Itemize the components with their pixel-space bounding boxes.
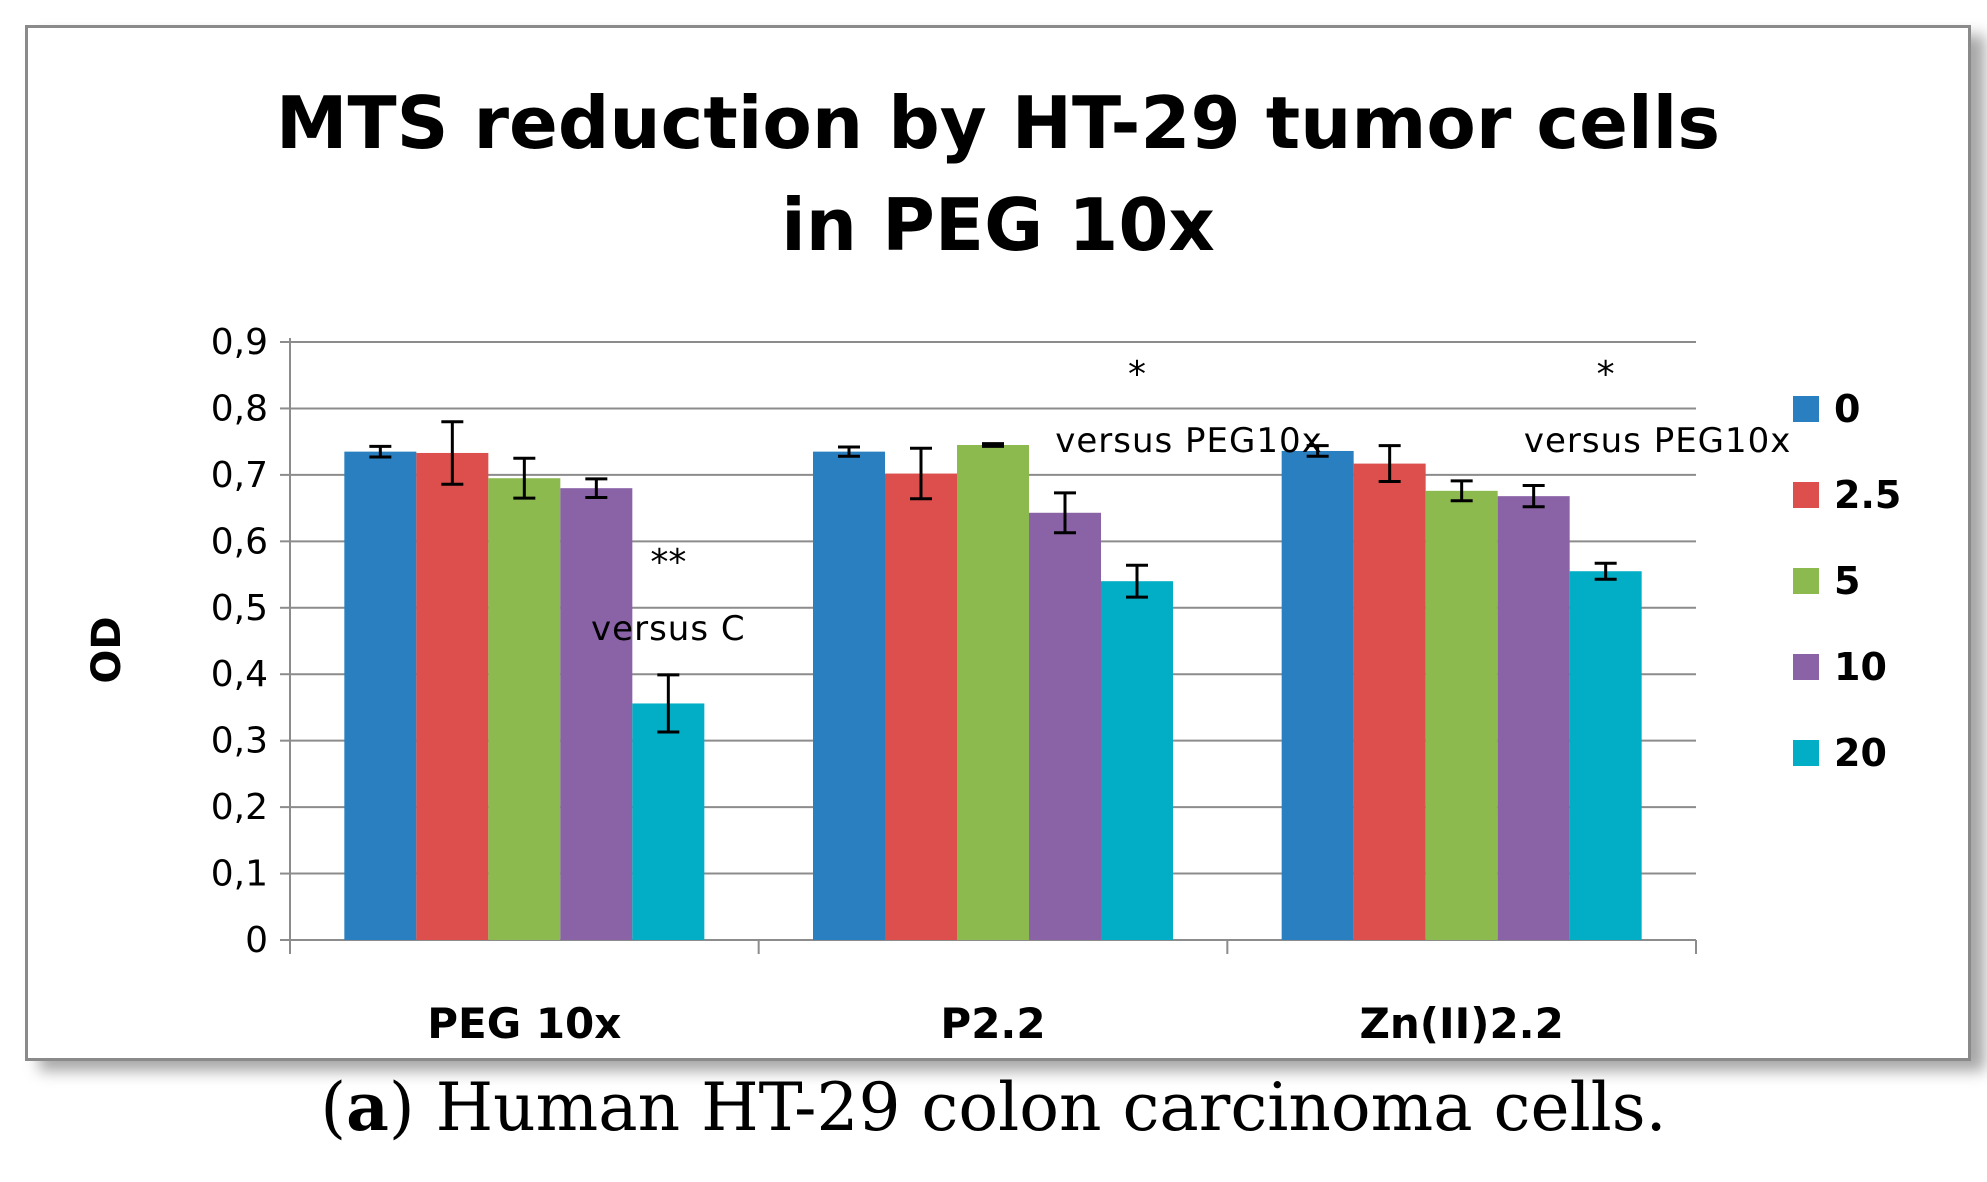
legend: 0 2.5 5 10 20	[1793, 387, 1901, 775]
chart-svg: MTS reduction by HT-29 tumor cells in PE…	[84, 81, 1901, 1048]
legend-label-2.5: 2.5	[1834, 473, 1901, 517]
legend-swatch-5	[1793, 568, 1819, 594]
x-category-label: PEG 10x	[427, 999, 621, 1048]
bars-layer: PEG 10x P2.2 Zn(II)2.2	[344, 420, 1642, 1048]
figure-caption: (a) Human HT-29 colon carcinoma cells.	[320, 1068, 1667, 1146]
y-tick-label: 0,8	[211, 388, 268, 429]
bar-2.5-1	[885, 473, 957, 940]
y-tick-label: 0,4	[211, 654, 268, 695]
annotation-layer: ** versus C * versus PEG10x * versus PEG10x	[591, 354, 1792, 649]
legend-swatch-2.5	[1793, 482, 1819, 508]
y-tick-label: 0	[245, 920, 268, 961]
significance-stars: **	[650, 542, 686, 583]
caption-text: Human HT-29 colon carcinoma cells.	[435, 1069, 1667, 1146]
bar-0-0	[344, 451, 417, 940]
y-tick-label: 0,1	[211, 854, 268, 895]
y-tick-label: 0,2	[211, 787, 268, 828]
bar-5-0	[488, 478, 561, 940]
bar-0-1	[813, 451, 885, 940]
bar-5-2	[1425, 490, 1498, 940]
y-axis-label: OD	[84, 616, 130, 683]
chart-title-line-1: MTS reduction by HT-29 tumor cells	[276, 81, 1720, 165]
y-tick-label: 0,5	[211, 588, 268, 629]
x-category-label: P2.2	[940, 999, 1045, 1048]
x-category-label: Zn(II)2.2	[1359, 999, 1563, 1048]
significance-text: versus C	[591, 609, 746, 649]
bar-10-1	[1029, 512, 1101, 940]
bar-20-1	[1101, 581, 1173, 940]
significance-text: versus PEG10x	[1524, 421, 1792, 461]
bar-10-0	[560, 488, 633, 940]
bar-2.5-0	[416, 452, 489, 940]
caption-label: a	[346, 1068, 389, 1146]
significance-text: versus PEG10x	[1055, 421, 1323, 461]
legend-label-5: 5	[1834, 559, 1860, 603]
y-tick-label: 0,7	[211, 455, 268, 496]
y-tick-label: 0,6	[211, 521, 268, 562]
bar-20-0	[632, 703, 705, 940]
legend-label-10: 10	[1834, 645, 1887, 689]
significance-stars: *	[1597, 354, 1615, 395]
bar-2.5-2	[1353, 463, 1426, 940]
significance-stars: *	[1128, 354, 1146, 395]
chart-title-line-2: in PEG 10x	[781, 183, 1215, 267]
bar-10-2	[1497, 496, 1570, 940]
bar-5-1	[957, 444, 1029, 940]
y-tick-label: 0,9	[211, 322, 268, 363]
legend-swatch-0	[1793, 396, 1819, 422]
bar-20-2	[1569, 571, 1642, 940]
y-tick-label: 0,3	[211, 721, 268, 762]
legend-label-20: 20	[1834, 731, 1887, 775]
bar-0-2	[1281, 450, 1354, 940]
legend-swatch-20	[1793, 740, 1819, 766]
legend-swatch-10	[1793, 654, 1819, 680]
chart-frame: MTS reduction by HT-29 tumor cells in PE…	[25, 25, 1971, 1061]
legend-label-0: 0	[1834, 387, 1860, 431]
